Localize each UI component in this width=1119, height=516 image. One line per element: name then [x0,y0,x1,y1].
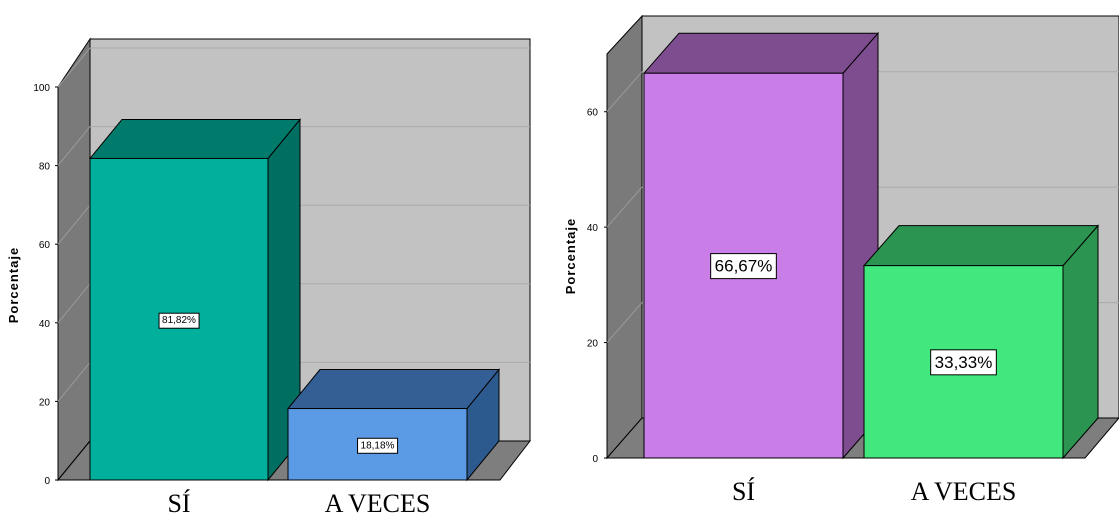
bar-top [88,118,302,159]
bar-side [1062,224,1099,460]
y-tick-label: 0 [592,454,598,465]
y-tick-label: 60 [587,108,599,119]
data-label-box [357,437,399,454]
x-category-label: A VECES [325,489,431,516]
y-axis-label: Porcentaje [563,218,578,294]
data-label-box [158,312,200,329]
y-tick-label: 20 [39,397,51,408]
y-tick-label: 40 [587,223,599,234]
gridline-side [57,283,91,324]
data-label: 18,18% [361,440,395,451]
data-label: 81,82% [162,315,196,326]
left-wall [57,37,91,482]
chart-right: 0 20 40 60 Porcentaje 66,67% SÍ 33,33% A VECES [563,14,1119,506]
x-category-label: SÍ [167,489,190,516]
y-tick-label: 60 [39,240,51,251]
gridline-side [57,126,91,166]
data-label: 66,67% [715,257,773,276]
gridline-side [606,302,643,343]
bar-top [642,32,880,74]
data-label: 33,33% [935,353,993,372]
y-tick-label: 0 [44,476,50,487]
gridline-side [57,47,91,88]
gridline-side [606,186,643,228]
y-tick-label: 100 [33,83,50,94]
left-wall [606,14,643,460]
y-axis-label: Porcentaje [6,247,21,323]
y-tick-label: 40 [39,319,51,330]
gridline-side [57,204,91,245]
gridline-side [57,362,91,402]
gridline-side [606,71,643,113]
x-category-label: SÍ [732,477,755,506]
chart-left: 0 20 40 60 80 100 Porcentaje 81,82% SÍ 18,18% A VE… [6,37,532,516]
bar-top [862,225,1100,267]
x-category-label: A VECES [911,477,1017,506]
y-tick-label: 80 [39,162,51,173]
data-label-box [710,253,777,280]
bar-top [286,369,501,410]
y-tick-label: 20 [587,339,599,350]
data-label-box [930,349,997,376]
